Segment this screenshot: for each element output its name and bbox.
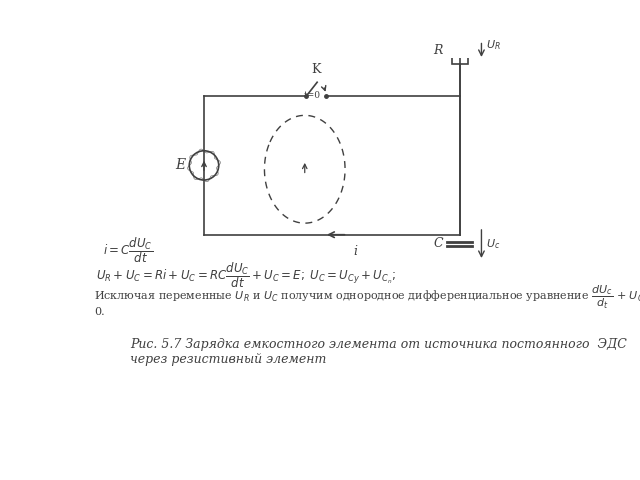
Text: R: R <box>433 44 443 57</box>
Text: K: K <box>312 63 321 76</box>
Text: $U_c$: $U_c$ <box>486 237 500 251</box>
Text: $i = C\dfrac{dU_C}{dt}$: $i = C\dfrac{dU_C}{dt}$ <box>103 235 154 265</box>
Text: $\mathit{U}_R + \mathit{U}_C = \mathit{R}i + \mathit{U}_C = \mathit{RC}\dfrac{dU: $\mathit{U}_R + \mathit{U}_C = \mathit{R… <box>95 260 396 289</box>
Text: 0.: 0. <box>94 307 104 317</box>
Text: t=0: t=0 <box>304 92 321 100</box>
Text: Рис. 5.7 Зарядка емкостного элемента от источника постоянного  ЭДС: Рис. 5.7 Зарядка емкостного элемента от … <box>131 337 627 350</box>
Bar <box>452 37 467 64</box>
Text: E: E <box>176 158 186 172</box>
Text: i: i <box>353 245 357 258</box>
Text: C: C <box>433 238 443 251</box>
Text: Исключая переменные $U_R$ и $U_C$ получим однородное дифференциальное уравнение : Исключая переменные $U_R$ и $U_C$ получи… <box>94 284 640 312</box>
Text: через резистивный элемент: через резистивный элемент <box>131 353 327 366</box>
Text: $U_R$: $U_R$ <box>486 39 501 52</box>
